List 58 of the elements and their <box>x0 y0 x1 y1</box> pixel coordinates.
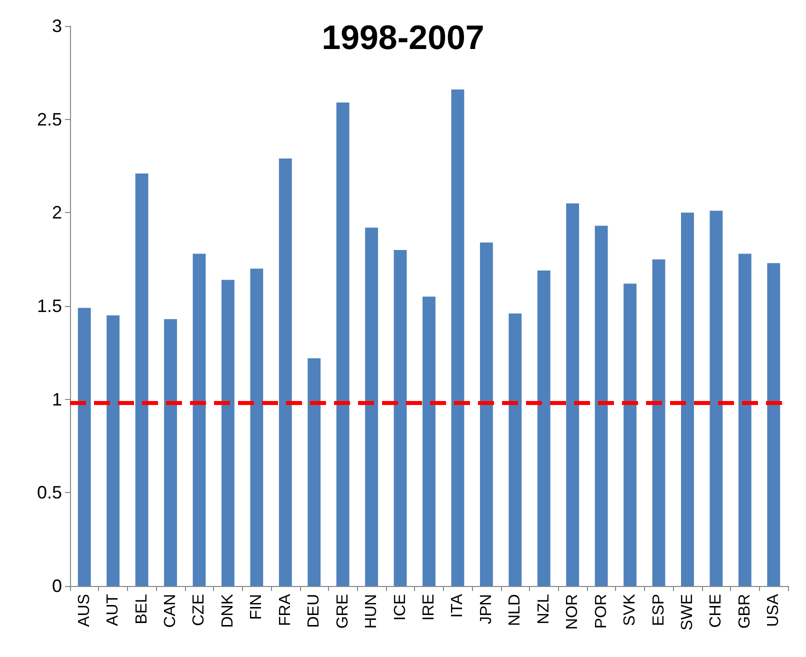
y-tick-label: 2 <box>52 202 62 223</box>
bar <box>394 250 407 586</box>
bar <box>480 242 493 586</box>
bar <box>710 210 723 586</box>
x-tick-label: SVK <box>622 594 639 626</box>
bar <box>652 259 666 586</box>
x-tick-label: NOR <box>564 594 582 630</box>
x-tick-label: ESP <box>650 594 668 626</box>
x-tick-label: GBR <box>736 594 754 629</box>
x-tick-label: BEL <box>133 594 150 624</box>
x-tick-label: ITA <box>449 594 466 618</box>
bar <box>106 315 120 586</box>
bar <box>508 313 522 586</box>
x-tick-label: IRE <box>420 594 438 621</box>
bar <box>738 254 752 586</box>
y-tick-label: 0 <box>52 576 62 596</box>
x-tick-label: USA <box>765 594 782 627</box>
bar <box>164 319 177 586</box>
x-tick-label: DEU <box>306 594 323 628</box>
bar <box>135 173 148 586</box>
bar <box>336 102 350 586</box>
x-tick-label: NZL <box>535 594 552 624</box>
x-tick-label: CZE <box>190 594 208 626</box>
x-tick-label: CAN <box>162 594 180 628</box>
chart-title: 1998-2007 <box>322 19 484 57</box>
x-tick-label: AUT <box>104 594 122 626</box>
x-tick-label: HUN <box>363 594 380 629</box>
x-tick-label: POR <box>592 594 610 629</box>
x-tick-label: CHE <box>708 594 725 628</box>
bar <box>767 263 780 586</box>
bar <box>594 226 608 586</box>
y-tick-label: 2.5 <box>36 109 62 130</box>
x-tick-label: GRE <box>334 594 352 629</box>
bar <box>365 228 378 586</box>
bar <box>566 203 580 586</box>
bar <box>78 308 91 586</box>
bar <box>278 158 292 586</box>
y-tick-label: 0.5 <box>36 482 62 503</box>
x-tick-label: FRA <box>276 594 294 626</box>
x-tick-label: AUS <box>76 594 93 627</box>
x-tick-label: DNK <box>219 594 236 628</box>
x-tick-label: ICE <box>392 594 409 621</box>
x-tick-label: FIN <box>248 594 266 620</box>
x-tick-label: JPN <box>478 594 495 624</box>
x-tick-label: SWE <box>678 594 696 630</box>
bar <box>222 280 234 586</box>
y-tick-label: 1 <box>52 389 62 410</box>
bar <box>624 284 636 586</box>
bar <box>537 270 550 586</box>
bar <box>192 254 206 586</box>
y-tick-label: 1.5 <box>36 296 62 316</box>
bar <box>250 268 264 586</box>
bar <box>451 89 464 586</box>
bar <box>681 212 694 586</box>
y-tick-label: 3 <box>52 16 62 36</box>
bar <box>422 296 436 586</box>
x-tick-label: NLD <box>506 594 524 626</box>
bar <box>308 358 321 586</box>
